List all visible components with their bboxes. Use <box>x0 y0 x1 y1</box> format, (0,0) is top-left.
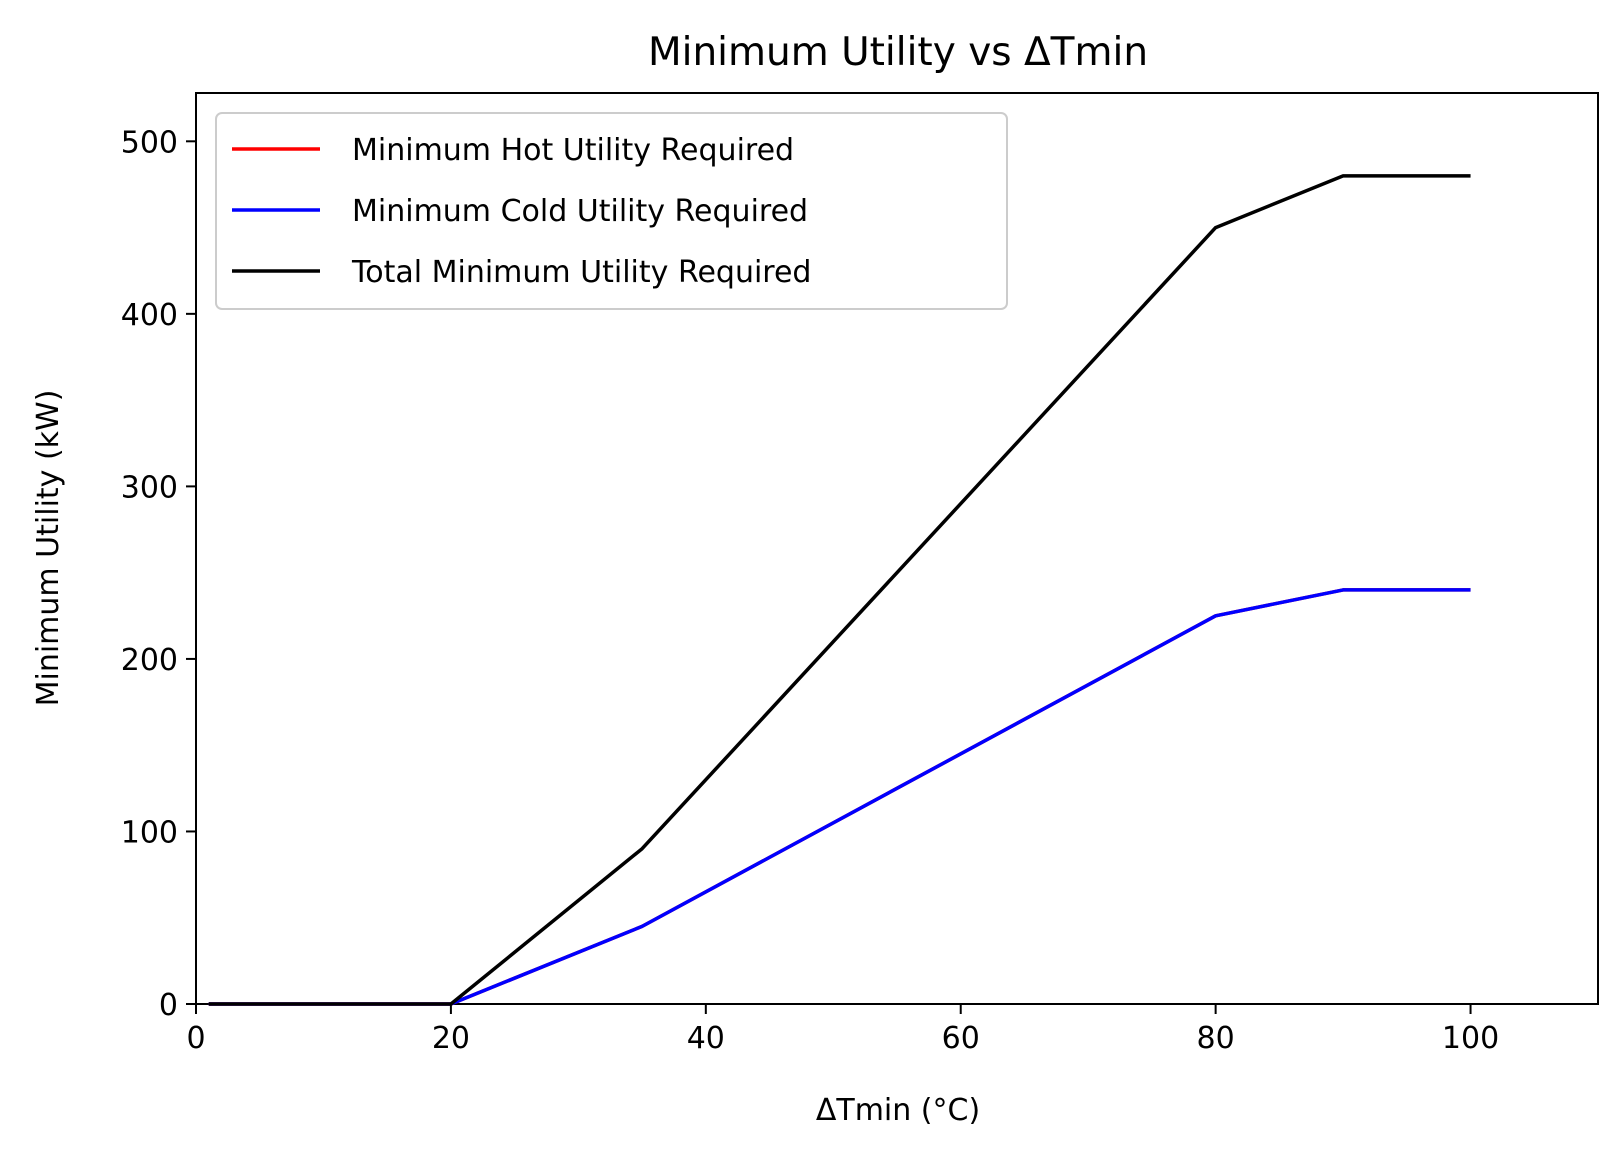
x-axis: 0 20 40 60 80 100 <box>186 1004 1499 1056</box>
legend-label-2: Minimum Cold Utility Required <box>352 194 808 229</box>
legend: Minimum Hot Utility Required Minimum Cold… <box>215 112 1008 310</box>
x-tick-label: 100 <box>1442 1021 1499 1056</box>
series-line-3 <box>208 174 1471 1006</box>
chart-title: Minimum Utility vs ΔTmin <box>648 30 1148 75</box>
series-layer <box>208 174 1471 1006</box>
y-tick-label: 200 <box>121 643 178 678</box>
y-tick-label: 400 <box>121 298 178 333</box>
y-axis-label: Minimum Utility (kW) <box>31 390 66 707</box>
y-tick-label: 100 <box>121 815 178 850</box>
y-axis: 0 100 200 300 400 500 <box>121 125 196 1023</box>
x-tick-label: 40 <box>687 1021 725 1056</box>
legend-box <box>215 112 1008 310</box>
x-tick-label: 0 <box>186 1021 205 1056</box>
y-tick-label: 0 <box>159 988 178 1023</box>
legend-label-3: Total Minimum Utility Required <box>351 255 811 290</box>
x-tick-label: 80 <box>1197 1021 1235 1056</box>
legend-label-1: Minimum Hot Utility Required <box>352 133 794 168</box>
x-tick-label: 60 <box>942 1021 980 1056</box>
y-tick-label: 500 <box>121 125 178 160</box>
x-axis-label: ΔTmin (°C) <box>816 1093 980 1128</box>
y-tick-label: 300 <box>121 470 178 505</box>
x-tick-label: 20 <box>432 1021 470 1056</box>
